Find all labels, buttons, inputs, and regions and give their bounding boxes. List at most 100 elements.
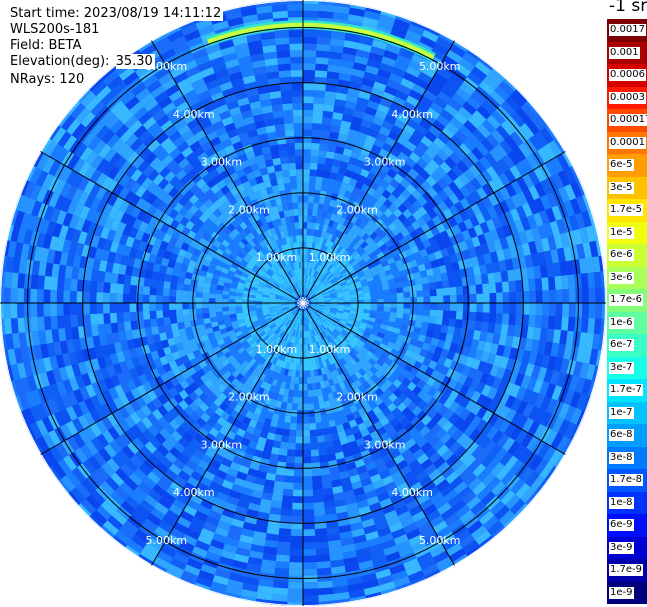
range-gate-cell: [138, 129, 152, 143]
range-gate-cell: [379, 497, 393, 509]
range-gate-cell: [303, 410, 309, 418]
range-gate-cell: [339, 202, 347, 211]
range-gate-cell: [208, 402, 219, 413]
range-gate-cell: [169, 175, 181, 187]
range-gate-cell: [350, 308, 358, 312]
range-gate-cell: [70, 102, 86, 119]
range-gate-cell: [164, 215, 175, 227]
range-gate-cell: [346, 280, 354, 286]
range-gate-cell: [320, 414, 329, 423]
range-gate-cell: [483, 362, 494, 375]
range-gate-cell: [290, 529, 303, 537]
range-gate-cell: [381, 56, 396, 67]
range-gate-cell: [532, 379, 544, 394]
range-gate-cell: [349, 474, 361, 484]
range-gate-cell: [409, 112, 423, 125]
range-gate-cell: [29, 167, 43, 185]
range-gate-cell: [327, 273, 334, 280]
range-gate-cell: [14, 378, 25, 396]
range-gate-cell: [240, 437, 251, 447]
range-gate-cell: [562, 373, 573, 390]
range-gate-cell: [248, 338, 256, 346]
range-gate-cell: [309, 316, 313, 323]
range-gate-cell: [270, 313, 278, 318]
range-gate-cell: [60, 197, 72, 213]
range-gate-cell: [55, 237, 66, 252]
range-gate-cell: [336, 308, 344, 312]
range-gate-cell: [362, 579, 379, 590]
range-gate-cell: [158, 520, 174, 534]
range-gate-cell: [534, 315, 543, 329]
range-gate-cell: [440, 507, 456, 521]
range-gate-cell: [209, 283, 218, 290]
range-gate-cell: [329, 290, 337, 295]
range-gate-cell: [164, 125, 178, 138]
range-gate-cell: [97, 379, 109, 393]
range-gate-cell: [212, 239, 222, 249]
range-gate-cell: [306, 281, 309, 289]
range-gate-cell: [156, 247, 166, 258]
range-gate-cell: [401, 218, 412, 229]
range-gate-cell: [337, 303, 345, 306]
range-gate-cell: [358, 368, 367, 377]
range-gate-cell: [350, 327, 358, 334]
range-gate-cell: [204, 276, 213, 284]
range-gate-cell: [330, 559, 345, 568]
range-gate-cell: [245, 278, 254, 284]
range-gate-cell: [481, 491, 496, 506]
range-gate-cell: [273, 406, 281, 415]
range-gate-cell: [414, 516, 430, 529]
range-gate-cell: [112, 262, 121, 274]
range-gate-cell: [474, 321, 483, 332]
range-gate-cell: [521, 242, 531, 256]
range-gate-cell: [95, 105, 111, 121]
range-gate-cell: [391, 407, 402, 418]
range-gate-cell: [179, 379, 190, 390]
range-gate-cell: [376, 346, 385, 355]
range-gate-cell: [313, 229, 319, 237]
range-gate-cell: [204, 146, 217, 158]
range-gate-cell: [340, 537, 355, 547]
range-gate-cell: [200, 438, 213, 449]
range-gate-cell: [318, 273, 324, 281]
range-gate-cell: [370, 45, 386, 57]
range-gate-cell: [451, 334, 460, 345]
range-gate-cell: [200, 498, 214, 510]
range-gate-cell: [334, 98, 346, 108]
range-gate-cell: [262, 552, 277, 562]
range-gate-cell: [255, 421, 264, 431]
range-gate-cell: [212, 574, 229, 586]
range-gate-cell: [425, 245, 435, 256]
range-gate-cell: [303, 188, 309, 196]
range-gate-cell: [331, 340, 338, 348]
range-gate-cell: [377, 231, 387, 240]
range-gate-cell: [315, 382, 322, 390]
range-gate-cell: [257, 285, 265, 291]
range-gate-cell: [557, 202, 569, 219]
range-gate-cell: [470, 203, 482, 216]
range-gate-cell: [483, 341, 493, 354]
range-gate-cell: [126, 378, 137, 391]
range-gate-cell: [283, 309, 290, 313]
range-gate-cell: [290, 294, 297, 299]
range-gate-cell: [266, 338, 273, 346]
range-gate-cell: [213, 198, 223, 209]
range-gate-cell: [135, 420, 148, 434]
range-gate-cell: [169, 344, 179, 354]
range-gate-cell: [454, 404, 466, 417]
range-gate-cell: [362, 288, 370, 294]
range-gate-cell: [239, 376, 248, 385]
range-gate-cell: [374, 378, 384, 388]
range-gate-cell: [41, 173, 55, 190]
range-gate-cell: [242, 521, 256, 531]
range-gate-cell: [215, 431, 227, 442]
range-gate-cell: [291, 308, 298, 314]
range-gate-cell: [377, 298, 384, 303]
range-gate-cell: [354, 55, 369, 66]
range-gate-cell: [325, 225, 333, 234]
range-gate-cell: [314, 279, 320, 286]
range-gate-cell: [275, 295, 283, 299]
range-gate-cell: [311, 455, 320, 464]
range-gate-cell: [232, 201, 241, 211]
range-gate-cell: [346, 255, 354, 263]
